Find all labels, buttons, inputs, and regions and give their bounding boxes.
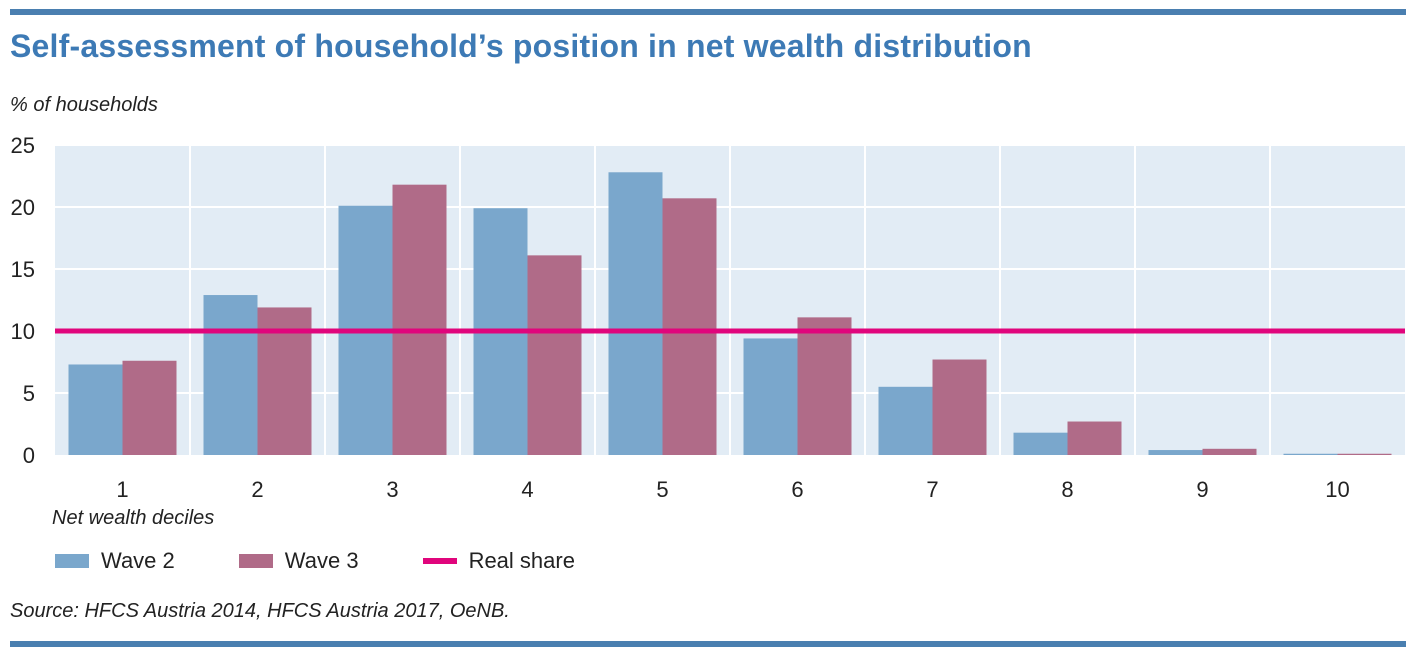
legend: Wave 2 Wave 3 Real share <box>55 546 639 576</box>
y-axis-label: % of households <box>10 94 158 116</box>
x-tick-label: 3 <box>386 477 398 500</box>
x-tick-label: 1 <box>116 477 128 500</box>
x-tick-label: 10 <box>1325 477 1349 500</box>
bar-wave3 <box>527 255 582 455</box>
bar-wave2 <box>743 338 798 455</box>
source-note: Source: HFCS Austria 2014, HFCS Austria … <box>10 600 510 622</box>
legend-label-wave3: Wave 3 <box>284 548 359 573</box>
legend-swatch-wave2 <box>55 554 89 568</box>
y-tick-label: 20 <box>11 195 35 220</box>
bar-wave3 <box>122 360 177 455</box>
x-tick-label: 4 <box>521 477 533 500</box>
bar-wave3 <box>1202 448 1257 455</box>
legend-item-wave3: Wave 3 <box>238 548 359 574</box>
legend-label-real-share: Real share <box>468 548 575 573</box>
x-tick-label: 2 <box>251 477 263 500</box>
bar-wave3 <box>797 317 852 455</box>
bar-wave3 <box>392 184 447 455</box>
x-tick-label: 5 <box>656 477 668 500</box>
bar-wave3 <box>1337 453 1392 455</box>
legend-label-wave2: Wave 2 <box>101 548 175 573</box>
legend-item-wave2: Wave 2 <box>55 548 175 574</box>
bar-wave3 <box>932 359 987 455</box>
y-tick-label: 5 <box>23 381 35 406</box>
chart-title: Self-assessment of household’s position … <box>10 28 1032 64</box>
legend-swatch-wave3 <box>238 554 273 568</box>
bar-wave2 <box>68 364 123 455</box>
y-tick-label: 0 <box>23 443 35 468</box>
bar-chart: 0 5 10 15 20 25 1 2 3 4 5 6 7 8 9 10 <box>11 133 1405 500</box>
x-tick-label: 7 <box>926 477 938 500</box>
y-tick-label: 25 <box>11 133 35 158</box>
bar-wave2 <box>1013 432 1068 455</box>
x-tick-label: 6 <box>791 477 803 500</box>
bar-wave2 <box>608 172 663 455</box>
bar-wave2 <box>1148 450 1203 455</box>
x-tick-label: 9 <box>1196 477 1208 500</box>
x-tick-label: 8 <box>1061 477 1073 500</box>
legend-swatch-real-share <box>422 558 457 564</box>
y-tick-label: 15 <box>11 257 35 282</box>
y-tick-label: 10 <box>11 319 35 344</box>
bar-wave3 <box>1067 421 1122 455</box>
bar-wave2 <box>203 295 258 455</box>
bar-wave2 <box>878 386 933 455</box>
bar-wave2 <box>1283 453 1338 455</box>
top-rule <box>10 9 1406 15</box>
legend-item-real-share: Real share <box>422 548 575 574</box>
bar-wave3 <box>662 198 717 455</box>
bottom-rule <box>10 641 1406 647</box>
x-axis-label: Net wealth deciles <box>52 507 215 529</box>
